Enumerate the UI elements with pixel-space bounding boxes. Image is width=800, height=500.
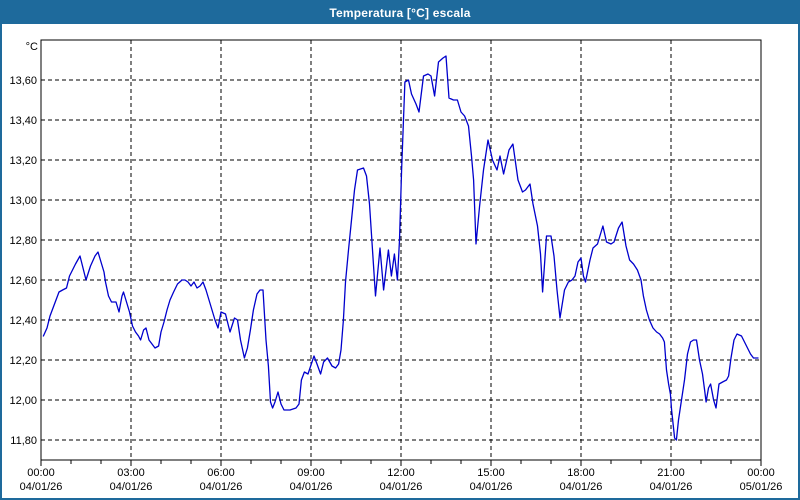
x-tick-time: 12:00 [387,467,415,479]
x-tick-date: 04/01/26 [470,481,513,493]
x-tick-time: 15:00 [477,467,505,479]
chart-area: 11,80 12,00 12,20 12,40 12,60 12,80 13,00 13,20… [2,24,798,498]
temperature-series-line [42,55,759,441]
x-tick-date: 04/01/26 [110,481,153,493]
grid-layer [41,40,761,460]
y-tick-label: 12,40 [9,315,37,327]
x-tick-time: 00:00 [27,467,55,479]
x-tick-time: 03:00 [117,467,145,479]
x-tick-date: 04/01/26 [560,481,603,493]
y-tick-label: 12,20 [9,355,37,367]
x-tick-time: 00:00 [747,467,775,479]
x-tick-date: 04/01/26 [20,481,63,493]
y-unit-label: °C [26,41,38,53]
axis-labels: 11,80 12,00 12,20 12,40 12,60 12,80 13,00 13,20… [9,41,782,493]
window-title: Temperatura [°C] escala [329,6,471,20]
y-tick-label: 13,60 [9,75,37,87]
title-bar: Temperatura [°C] escala [2,2,798,24]
y-tick-label: 12,00 [9,395,37,407]
x-tick-date: 05/01/26 [740,481,783,493]
y-tick-label: 11,80 [10,435,37,447]
x-tick-date: 04/01/26 [290,481,333,493]
x-tick-date: 04/01/26 [650,481,693,493]
x-tick-date: 04/01/26 [200,481,243,493]
x-tick-time: 21:00 [657,467,685,479]
x-tick-date: 04/01/26 [380,481,423,493]
y-tick-label: 12,60 [9,275,37,287]
y-tick-label: 13,40 [9,115,37,127]
temperature-chart: 11,80 12,00 12,20 12,40 12,60 12,80 13,00 13,20… [9,39,782,493]
x-tick-time: 06:00 [207,467,235,479]
y-tick-label: 12,80 [9,235,37,247]
y-tick-label: 13,20 [9,155,37,167]
y-tick-label: 13,00 [9,195,37,207]
x-tick-time: 18:00 [567,467,595,479]
axis-layer [40,39,762,466]
plot-border [40,39,762,461]
x-tick-time: 09:00 [297,467,325,479]
